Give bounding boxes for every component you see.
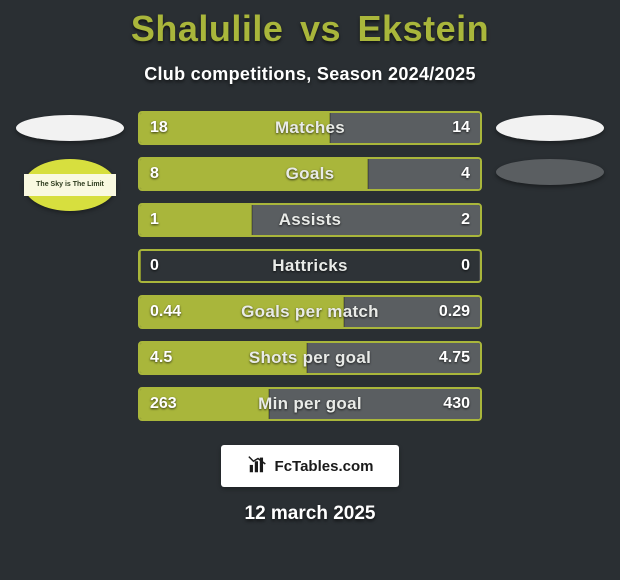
- stat-row: 0.440.29Goals per match: [138, 295, 482, 329]
- right-club-placeholder-icon: [496, 159, 604, 185]
- stat-fill-left: [140, 113, 330, 143]
- stat-row: 12Assists: [138, 203, 482, 237]
- stat-bars: 1814Matches 84Goals 12Assists 0 0 Hattricks 0.…: [130, 111, 490, 421]
- stat-fill-right: [269, 389, 480, 419]
- stat-row: 263430Min per goal: [138, 387, 482, 421]
- stat-row: 0 0 Hattricks: [138, 249, 482, 283]
- stat-value-right: 0: [461, 257, 470, 275]
- left-side: The Sky is The Limit: [10, 111, 130, 421]
- stat-row: 1814Matches: [138, 111, 482, 145]
- stat-fill-left: [140, 297, 344, 327]
- snapshot-date: 12 march 2025: [0, 503, 620, 525]
- left-club-badge-icon: The Sky is The Limit: [24, 159, 116, 211]
- left-player-placeholder-icon: [16, 115, 124, 141]
- stat-fill-left: [140, 205, 252, 235]
- comparison-title: Shalulile vs Ekstein: [0, 0, 620, 50]
- right-player-placeholder-icon: [496, 115, 604, 141]
- stat-value-left: 0: [150, 257, 159, 275]
- stat-row: 84Goals: [138, 157, 482, 191]
- branding-text: FcTables.com: [275, 458, 374, 475]
- title-vs: vs: [300, 8, 341, 49]
- subtitle: Club competitions, Season 2024/2025: [0, 64, 620, 85]
- stat-fill-right: [330, 113, 480, 143]
- stat-fill-left: [140, 343, 307, 373]
- stat-fill-right: [479, 251, 480, 281]
- stat-fill-right: [368, 159, 480, 189]
- stat-fill-right: [344, 297, 480, 327]
- bar-chart-icon: [247, 453, 269, 479]
- stat-label: Hattricks: [272, 256, 347, 276]
- stat-fill-right: [307, 343, 480, 373]
- stat-fill-left: [140, 251, 141, 281]
- title-player1: Shalulile: [131, 8, 284, 49]
- title-player2: Ekstein: [358, 8, 490, 49]
- stat-fill-left: [140, 159, 368, 189]
- badge-text: The Sky is The Limit: [24, 174, 116, 196]
- stat-fill-right: [252, 205, 480, 235]
- right-side: [490, 111, 610, 421]
- stat-fill-left: [140, 389, 269, 419]
- stat-row: 4.54.75Shots per goal: [138, 341, 482, 375]
- branding-badge: FcTables.com: [221, 445, 399, 487]
- comparison-layout: The Sky is The Limit 1814Matches84Goals1…: [0, 111, 620, 421]
